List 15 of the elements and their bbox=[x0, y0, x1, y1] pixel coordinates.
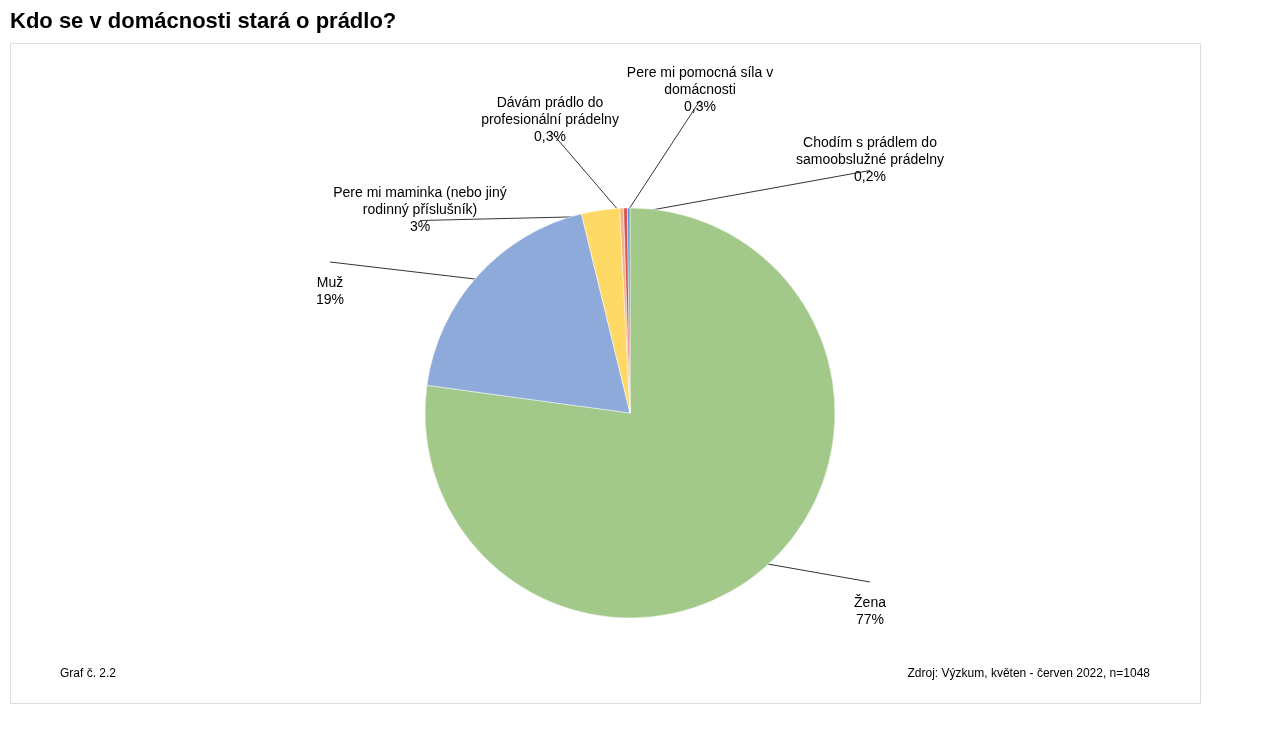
data-label: 0,2% bbox=[854, 168, 886, 184]
slice-label: Pere mi pomocná síla v domácnosti bbox=[626, 64, 774, 97]
data-label: 77% bbox=[855, 611, 885, 627]
data-label: 3% bbox=[409, 218, 431, 234]
slice-label: Pere mi maminka (nebo jiný rodinný příslušník) bbox=[333, 184, 507, 217]
data-label: 0,3% bbox=[534, 128, 566, 144]
slice-label: Chodím s prádlem do samoobslužné prádelny bbox=[796, 134, 944, 167]
text: Graf č. 2.2 bbox=[60, 666, 117, 680]
data-label: 19% bbox=[315, 291, 345, 307]
slice-label: Dávám prádlo do profesionální prádelny bbox=[481, 94, 619, 127]
data-label: 0,3% bbox=[684, 98, 716, 114]
text: Zdroj: Výzkum, květen - červen 2022, n=1048 bbox=[907, 666, 1151, 680]
slice-label: Muž bbox=[316, 274, 344, 290]
slice-label: Žena bbox=[854, 594, 887, 610]
chart-title: Kdo se v domácnosti stará o prádlo? bbox=[10, 8, 397, 33]
